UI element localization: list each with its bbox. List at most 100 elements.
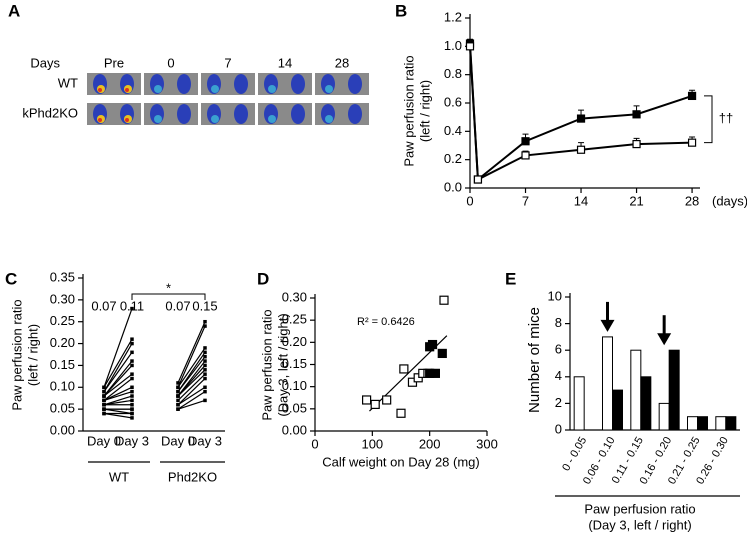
pair-line [177,399,206,410]
y-tick-label: 10 [548,288,562,303]
y-tick-label: 0.30 [282,289,307,304]
pair-line [103,395,133,406]
data-point [576,145,586,154]
mean-label: 0.07 [165,298,190,313]
column-label: 14 [278,55,292,70]
pair-line [177,391,206,410]
group-label: WT [109,469,129,484]
y-tick-label: 0.10 [282,378,307,393]
data-point [370,399,380,409]
annotation: R² = 0.6426 [357,316,415,328]
row-label: kPhd2KO [22,105,78,120]
perfusion-hot [154,115,162,123]
panel-label: A [8,1,20,20]
annotation: †† [719,111,733,126]
day3-point [203,346,207,350]
perfusion-signal [234,74,248,94]
x-tick-label: Day 0 [87,433,121,448]
perfusion-peak [125,118,129,122]
panel-label: E [505,269,516,288]
bar [658,402,670,431]
y-tick-label: 6 [555,342,562,357]
pair-line [177,373,206,401]
x-tick-label: Day 0 [161,433,195,448]
pair-line [177,321,206,384]
y-tick-label: 1.0 [444,38,462,53]
perfusion-signal [348,74,362,94]
pair-line [103,308,133,388]
day3-point [130,306,134,311]
panel-label: B [395,1,407,20]
panel-label: C [5,269,17,288]
y-tick-label: 0.10 [50,379,75,394]
day0-point [176,389,180,394]
x-tick-label: 28 [685,193,699,208]
day3-point [130,376,134,381]
y-tick-label: 0.20 [282,334,307,349]
y-tick-label: 0.00 [282,422,307,437]
y-tick-label: 8 [555,315,562,330]
day3-point [203,354,207,359]
data-point [427,339,438,350]
data-point [521,137,530,146]
y-tick-label: 0 [555,421,562,436]
data-point [437,348,447,359]
x-tick-label: 14 [574,193,588,208]
x-axis-label: Calf weight on Day 28 (mg) [322,454,480,469]
day3-point [203,319,207,324]
pair-line [103,365,133,397]
pair-line [177,386,206,406]
x-tick-label: 0 [466,193,473,208]
y-tick-label: 0.00 [50,422,75,437]
day0-point [176,398,180,403]
pair-line [103,386,133,401]
perfusion-peak [98,118,102,122]
series-line [469,46,693,182]
day3-point [203,398,207,403]
x-tick-label: 21 [629,193,643,208]
data-point [439,295,449,305]
bar [687,416,698,431]
day3-point [130,394,134,398]
bar [630,349,642,431]
y-tick-label: 0.15 [282,356,307,371]
pair-line [103,343,133,392]
column-label: Pre [104,55,124,70]
y-tick-label: 0.15 [50,357,75,372]
x-unit: (days) [712,193,747,208]
perfusion-hot [268,115,276,123]
day3-point [203,368,207,372]
y-axis-label: Paw perfusion ratio [9,299,24,410]
day0-point [176,407,180,411]
x-tick-label: Day 3 [188,433,222,448]
bar [725,416,737,431]
annotation: * [166,280,171,295]
perfusion-signal [177,104,191,124]
pair-line [103,391,133,401]
day3-point [130,341,134,346]
panel-label: D [257,269,269,288]
y-tick-label: 1.2 [444,9,462,24]
day3-point [130,411,134,416]
perfusion-peak [125,88,129,92]
y-tick-label: 4 [555,368,562,383]
x-tick-label: 0 [311,436,318,451]
day0-point [102,385,106,390]
y-tick-label: 0.2 [444,151,462,166]
pair-line [103,338,133,388]
day3-point [203,359,207,363]
day0-point [176,394,180,398]
y-tick-label: 0.25 [50,313,75,328]
day3-point [130,385,134,390]
day3-point [203,324,207,328]
y-tick-label: 0.25 [282,312,307,327]
y-axis-label: Paw perfusion ratio [259,309,274,420]
column-label: 28 [335,55,349,70]
x-tick-label: 100 [361,436,383,451]
x-tick-label: 300 [476,436,498,451]
data-point [473,175,483,184]
significance-bracket [131,293,206,300]
mean-label: 0.11 [120,298,144,313]
day3-point [203,363,207,368]
perfusion-peak [98,88,102,92]
